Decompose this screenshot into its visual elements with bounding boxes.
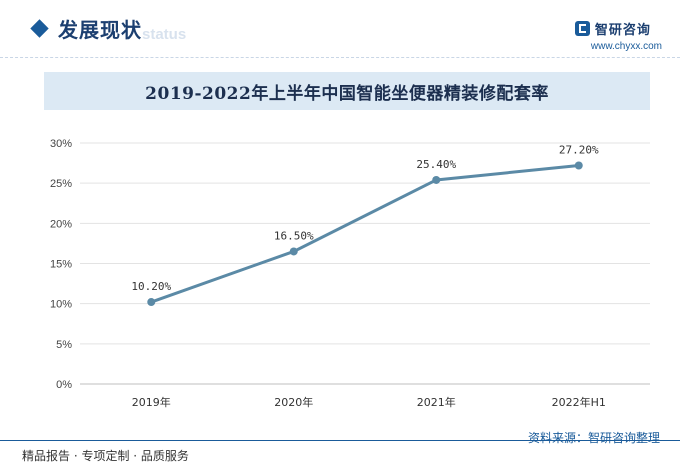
data-point: [574, 161, 583, 170]
y-tick-label: 0%: [56, 379, 72, 391]
footer-tagline: 精品报告 · 专项定制 · 品质服务: [22, 449, 189, 463]
brand-url: www.chyxx.com: [590, 41, 662, 52]
footer-divider: [0, 440, 680, 441]
y-axis-ticks: 0% 5% 10% 15% 20% 25% 30%: [50, 138, 72, 391]
y-tick-label: 20%: [50, 218, 72, 230]
y-tick-label: 25%: [50, 178, 72, 190]
chart-title-box: 2019-2022年上半年中国智能坐便器精装修配套率: [44, 72, 650, 110]
y-tick-label: 15%: [50, 259, 72, 271]
grid-lines: [80, 142, 650, 385]
y-tick-label: 10%: [50, 299, 72, 311]
series-line: [150, 164, 579, 304]
data-label: 27.20%: [559, 143, 599, 156]
data-label: 25.40%: [416, 158, 456, 171]
x-category-label: 2019年: [132, 395, 171, 409]
header-divider: [0, 57, 680, 58]
section-subtitle: status: [142, 26, 187, 43]
data-point: [289, 247, 298, 256]
data-point: [147, 298, 156, 307]
brand-name: 智研咨询: [594, 23, 651, 38]
x-category-label: 2020年: [274, 395, 313, 409]
data-labels: 10.20% 16.50% 25.40% 27.20%: [131, 143, 599, 293]
y-tick-label: 5%: [56, 339, 72, 351]
y-tick-label: 30%: [50, 138, 72, 150]
x-category-label: 2021年: [417, 395, 456, 409]
data-label: 10.20%: [131, 280, 171, 293]
brand-logo-icon: [574, 21, 590, 36]
brand: 智研咨询 www.chyxx.com: [574, 18, 662, 52]
x-category-label: 2022年H1: [552, 395, 606, 409]
data-point: [432, 175, 441, 184]
chart-title: 2019-2022年上半年中国智能坐便器精装修配套率: [145, 83, 549, 104]
x-axis-categories: 2019年 2020年 2021年 2022年H1: [132, 395, 606, 409]
data-label: 16.50%: [274, 229, 314, 242]
header: 发展现状 status 智研咨询 www.chyxx.com: [0, 0, 680, 64]
data-points: [147, 161, 583, 307]
source-note: 资料来源：智研咨询整理: [527, 431, 660, 445]
section-title: 发展现状: [58, 18, 142, 42]
